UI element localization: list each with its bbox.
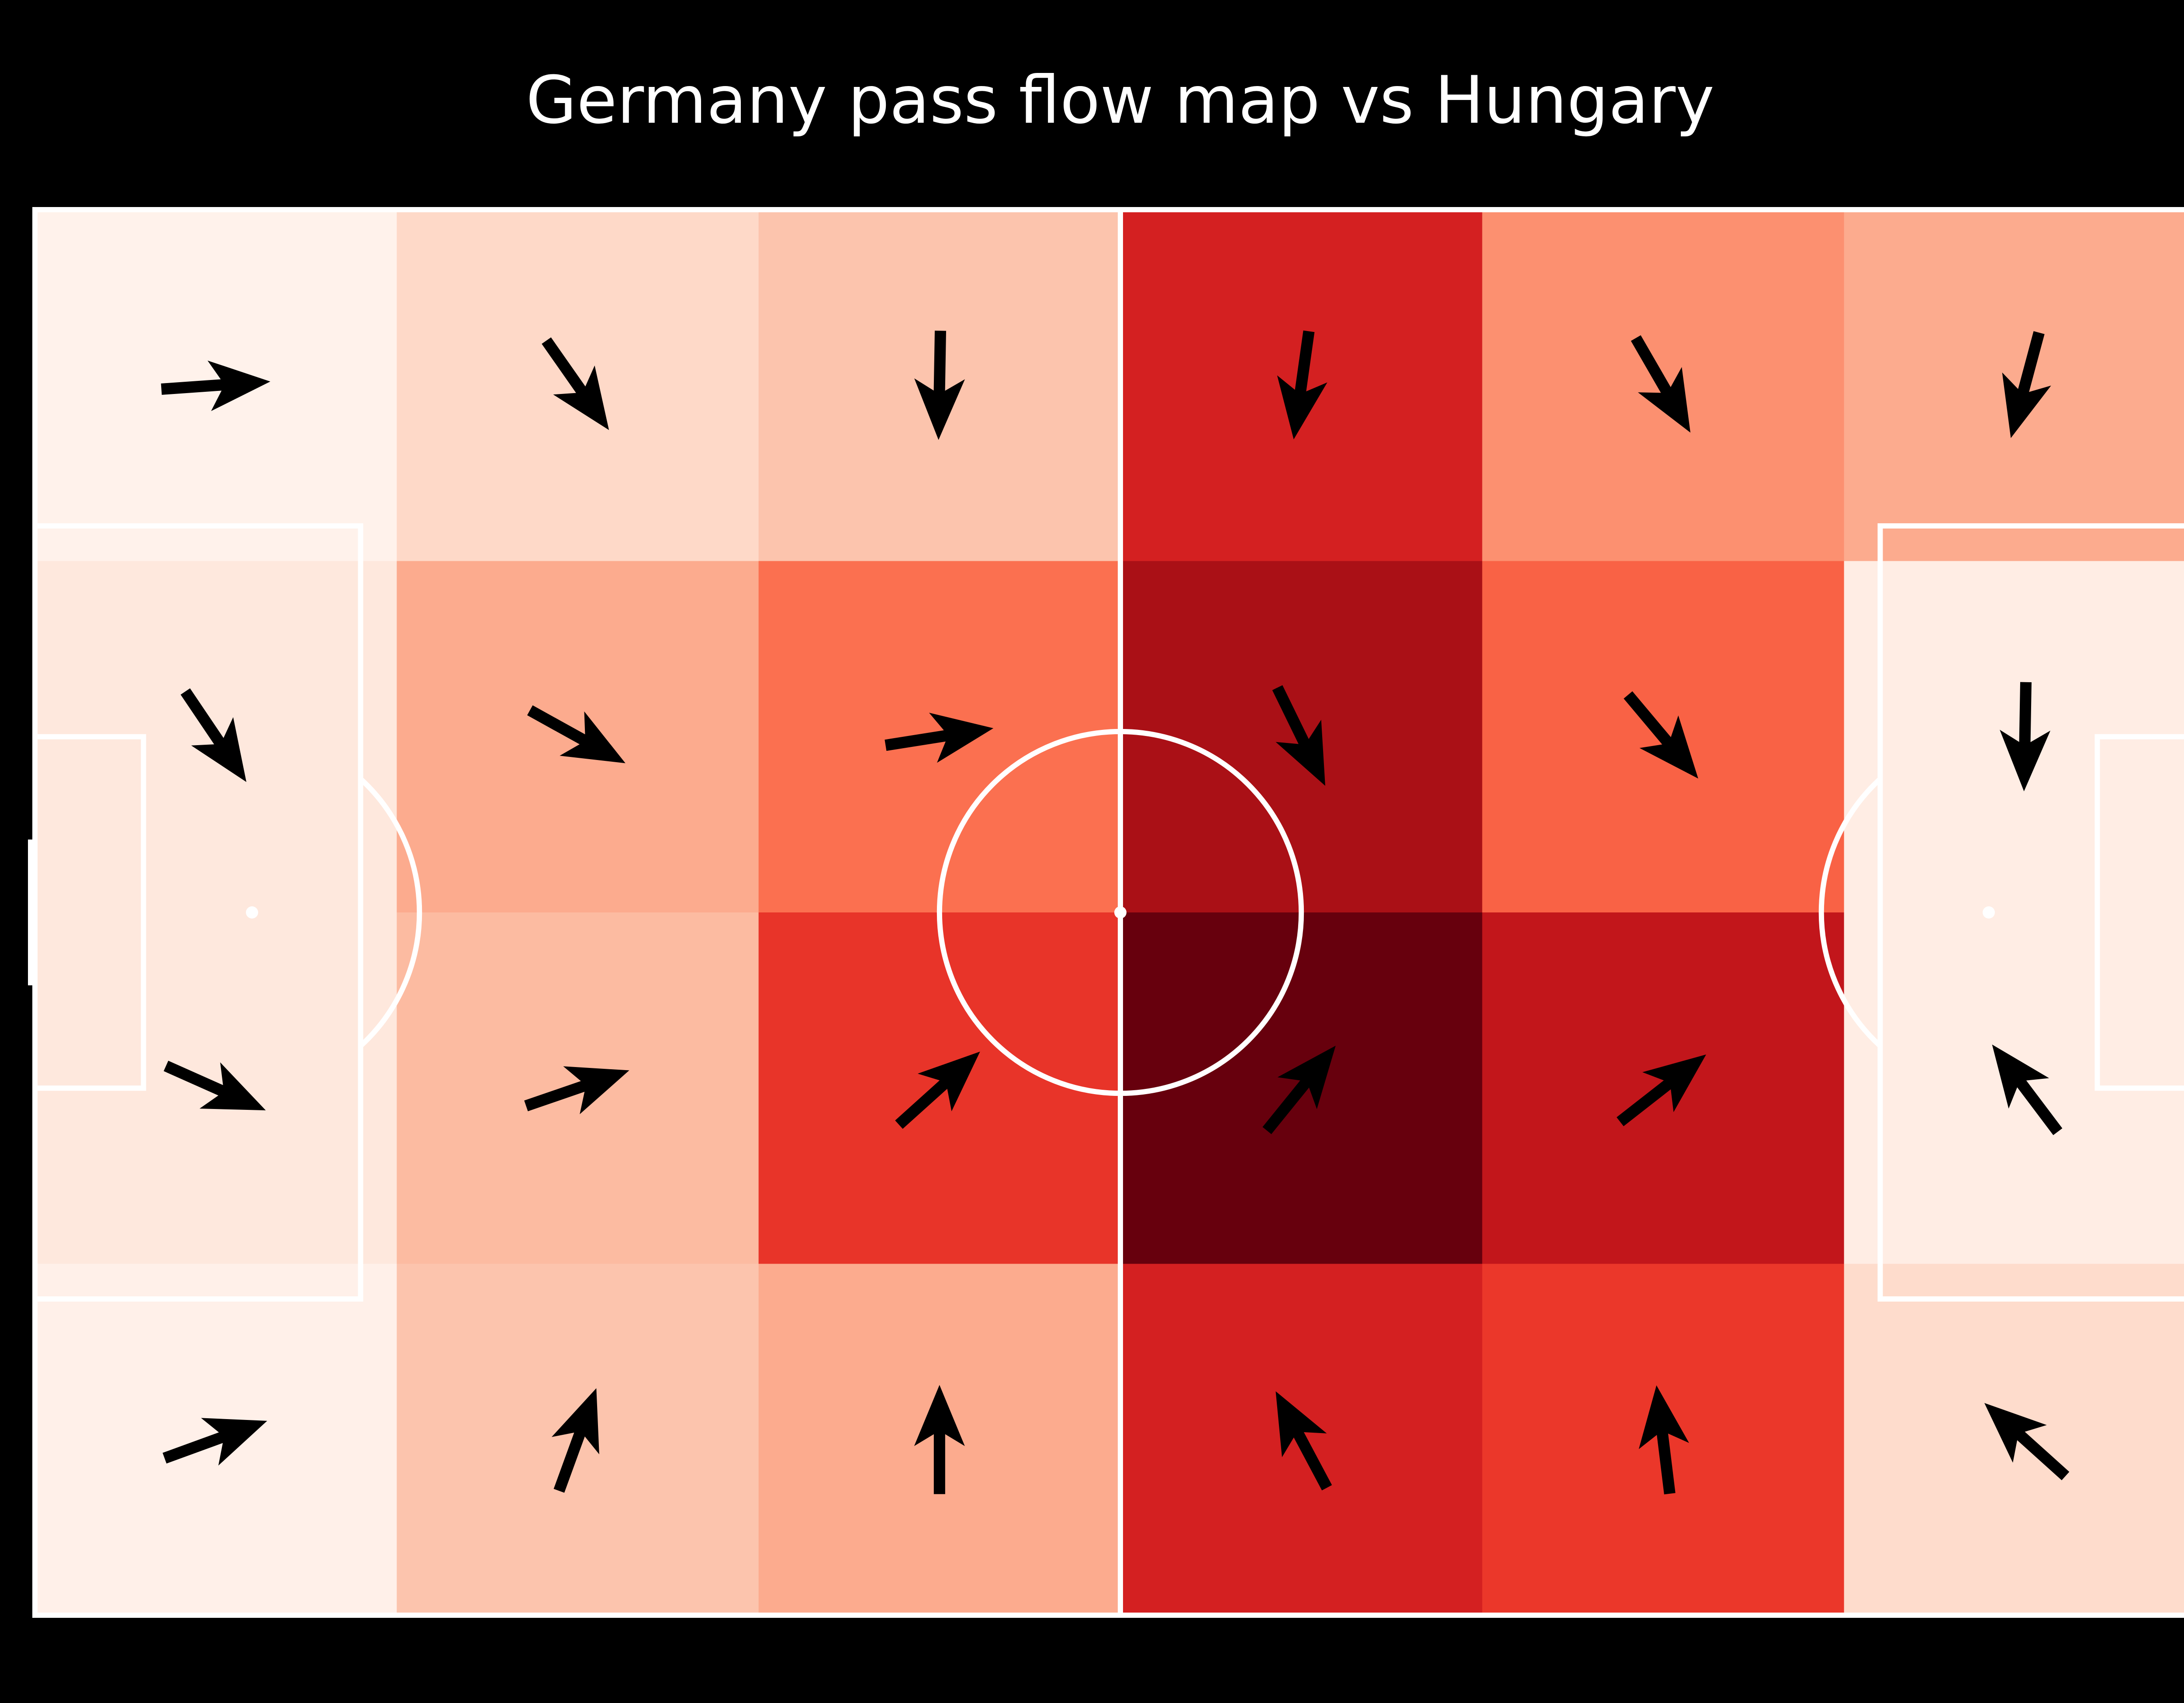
flow-arrow-shaft: [1294, 330, 1315, 399]
flow-arrow: [885, 712, 994, 763]
flow-arrow-shaft: [933, 331, 947, 399]
flow-arrow-shaft: [553, 1425, 587, 1493]
flow-arrow: [1262, 1046, 1336, 1134]
flow-arrow-shaft: [1262, 1074, 1314, 1134]
flow-arrow-head: [1277, 375, 1327, 440]
flow-arrow-shaft: [1624, 691, 1676, 751]
flow-arrow: [524, 1066, 629, 1114]
flow-arrow-head: [207, 360, 270, 411]
flow-arrow: [1992, 1044, 2063, 1135]
flow-arrow-head: [914, 1385, 965, 1446]
left-penalty-spot: [246, 906, 258, 919]
flow-arrow: [1631, 335, 1690, 433]
right-penalty-arc: [1818, 777, 1882, 1048]
flow-arrow: [527, 705, 625, 763]
flow-arrow-head: [929, 712, 994, 763]
flow-arrow-head: [1275, 719, 1325, 786]
flow-arrow-head: [2002, 372, 2051, 438]
left-penalty-arc: [359, 777, 422, 1048]
flow-arrow-shaft: [180, 688, 228, 751]
flow-arrow-head: [199, 1062, 266, 1111]
flow-arrow-head: [201, 1418, 267, 1466]
flow-arrows: [161, 330, 2070, 1495]
flow-arrow-head: [914, 378, 965, 440]
flow-arrow-shaft: [2011, 1427, 2070, 1481]
right-penalty-spot: [1983, 906, 1995, 919]
flow-arrow-head: [1992, 1044, 2049, 1109]
chart-title: Germany pass flow map vs Hungary: [526, 62, 1714, 138]
flow-arrow-head: [560, 711, 625, 763]
flow-arrow-shaft: [885, 729, 954, 751]
flow-arrow: [162, 1418, 267, 1466]
flow-arrow-shaft: [161, 379, 230, 395]
pitch-lines: [28, 207, 2184, 1618]
flow-arrow: [551, 1388, 599, 1493]
flow-arrow-head: [553, 365, 609, 430]
flow-arrow: [2002, 331, 2051, 438]
flow-arrow: [1272, 685, 1325, 786]
flow-arrow-shaft: [524, 1078, 592, 1112]
centre-spot: [1114, 906, 1127, 919]
flow-arrow: [2000, 682, 2051, 791]
left-goal: [28, 839, 38, 985]
flow-arrow: [161, 360, 270, 411]
flow-arrow-shaft: [895, 1075, 953, 1129]
flow-arrow-head: [563, 1066, 629, 1114]
flow-arrow: [1638, 1385, 1689, 1495]
right-six-yard-box: [2094, 734, 2184, 1091]
flow-arrow: [542, 337, 609, 430]
flow-arrow-shaft: [1290, 1425, 1332, 1491]
flow-arrow-shaft: [542, 337, 590, 400]
flow-arrow-head: [2000, 729, 2051, 791]
flow-arrow: [1984, 1403, 2070, 1481]
flow-arrow: [1624, 691, 1698, 779]
flow-arrow-shaft: [1616, 1075, 1677, 1126]
flow-arrow-head: [917, 1051, 980, 1112]
flow-arrow-shaft: [2016, 331, 2045, 400]
flow-arrow-shaft: [163, 1060, 230, 1099]
flow-arrow: [914, 1385, 965, 1494]
flow-arrow: [914, 331, 965, 440]
flow-arrow: [1616, 1054, 1707, 1126]
flow-arrow: [163, 1060, 266, 1111]
flow-arrow: [180, 688, 247, 782]
flow-arrow-shaft: [527, 705, 592, 748]
centre-circle: [936, 729, 1304, 1096]
flow-arrow: [1277, 330, 1327, 440]
right-penalty-box: [1877, 523, 2184, 1302]
heatmap-bins: [35, 210, 2184, 1616]
flow-arrow-head: [1984, 1403, 2047, 1463]
flow-arrow: [895, 1051, 980, 1129]
flow-arrow-shaft: [1272, 685, 1313, 751]
flow-arrow-head: [1642, 1054, 1707, 1112]
flow-arrow-head: [551, 1388, 599, 1454]
flow-arrow-head: [1638, 1385, 1689, 1449]
flow-arrow-head: [1639, 715, 1698, 779]
flow-arrow-shaft: [2012, 1074, 2063, 1135]
flow-arrow-head: [1275, 1391, 1327, 1458]
flow-arrow: [1275, 1391, 1332, 1491]
flow-arrow-head: [191, 717, 247, 782]
flow-arrow-head: [1638, 367, 1690, 433]
flow-arrow-shaft: [1655, 1426, 1676, 1495]
flow-arrow-shaft: [2019, 682, 2032, 750]
flow-arrow-head: [1277, 1046, 1336, 1109]
flow-arrow-shaft: [162, 1430, 230, 1464]
flow-arrow-shaft: [1631, 335, 1675, 400]
